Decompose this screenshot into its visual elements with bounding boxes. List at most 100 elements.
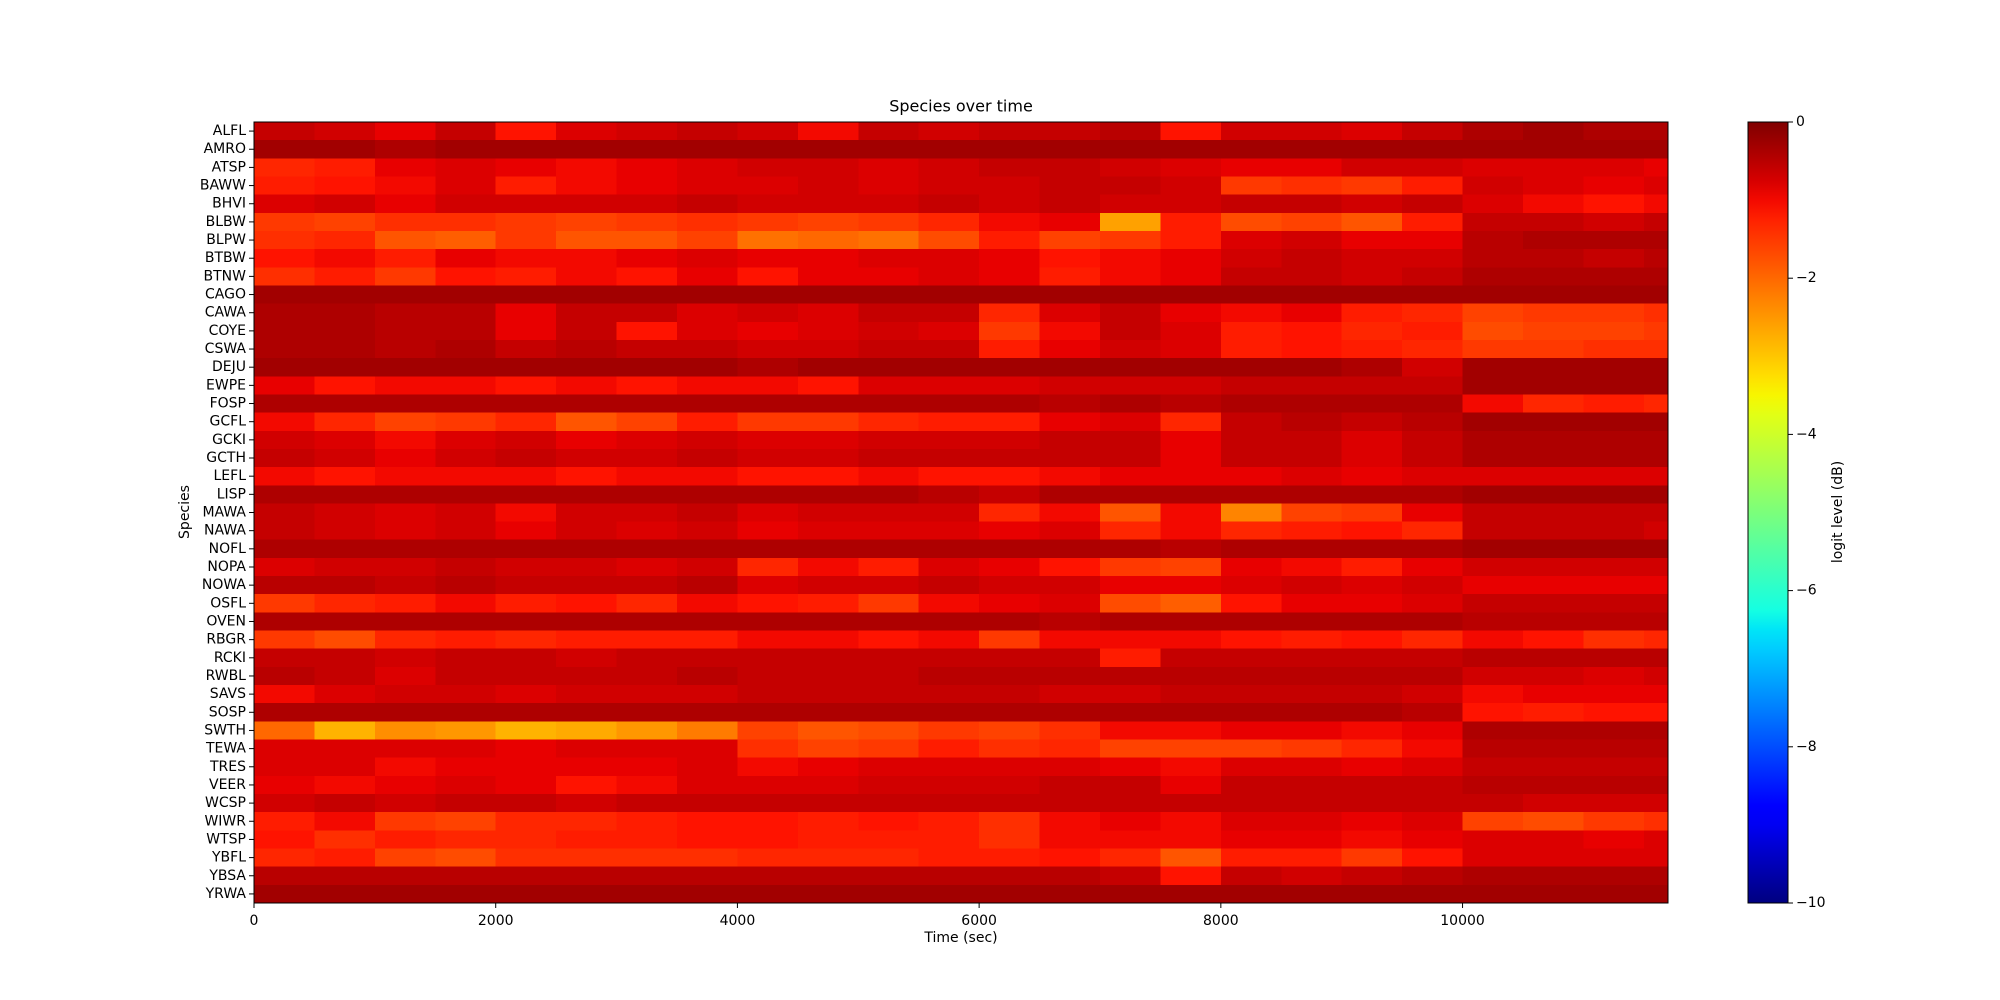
heatmap-cell: [314, 794, 376, 813]
heatmap-cell: [858, 267, 920, 286]
heatmap-cell: [374, 467, 436, 486]
heatmap-cell: [1522, 866, 1584, 886]
heatmap-cell: [1281, 358, 1343, 377]
heatmap-cell: [797, 721, 859, 741]
heatmap-cell: [1341, 648, 1403, 668]
heatmap-cell: [314, 812, 376, 831]
heatmap-cell: [435, 594, 497, 613]
heatmap-cell: [435, 576, 497, 595]
y-tick-label: SWTH: [204, 722, 246, 738]
heatmap-cell: [1583, 666, 1645, 686]
x-tick-label: 0: [250, 913, 259, 929]
heatmap-cell: [1220, 830, 1282, 850]
heatmap-cell: [1341, 557, 1403, 577]
heatmap-cell: [1402, 703, 1464, 722]
heatmap-cell: [1402, 176, 1464, 196]
heatmap-cell: [435, 485, 497, 504]
heatmap-cell: [918, 648, 980, 668]
heatmap-cell: [918, 685, 980, 704]
heatmap-cell: [1281, 212, 1343, 232]
heatmap-cell: [1220, 612, 1282, 632]
heatmap-cell: [1522, 176, 1584, 196]
heatmap-cell: [314, 212, 376, 232]
heatmap-cell: [374, 666, 436, 686]
heatmap-cell: [1402, 612, 1464, 632]
heatmap-cell: [1402, 884, 1464, 904]
heatmap-cell: [435, 358, 497, 377]
heatmap-cell: [1281, 757, 1343, 777]
heatmap-cell: [1220, 122, 1282, 141]
heatmap-cell: [1462, 739, 1524, 759]
heatmap-cell: [858, 230, 920, 250]
heatmap-cell: [1462, 830, 1524, 850]
heatmap-cell: [1341, 775, 1403, 795]
heatmap-cell: [1281, 794, 1343, 813]
heatmap-cell: [1522, 666, 1584, 686]
heatmap-cell: [1039, 140, 1101, 159]
heatmap-cell: [918, 176, 980, 196]
heatmap-cell: [495, 866, 557, 886]
heatmap-cell: [1281, 503, 1343, 523]
heatmap-cell: [1039, 757, 1101, 777]
y-tick-label: DEJU: [212, 359, 246, 375]
heatmap-cell: [1220, 848, 1282, 868]
heatmap-cell: [1341, 230, 1403, 250]
heatmap-cell: [1643, 358, 1669, 377]
heatmap-cell: [1160, 685, 1222, 704]
heatmap-cell: [1281, 412, 1343, 432]
heatmap-cell: [1462, 521, 1524, 541]
y-tick-label: OVEN: [206, 613, 246, 629]
heatmap-cell: [1039, 884, 1101, 904]
heatmap-cell: [495, 557, 557, 577]
heatmap-cell: [979, 194, 1041, 214]
heatmap-cell: [979, 285, 1041, 305]
heatmap-cell: [1462, 303, 1524, 323]
heatmap-cell: [556, 739, 618, 759]
heatmap-cell: [737, 467, 799, 486]
heatmap-cell: [435, 775, 497, 795]
heatmap-cell: [374, 285, 436, 305]
heatmap-cell: [797, 230, 859, 250]
heatmap-cell: [495, 430, 557, 450]
heatmap-cell: [374, 539, 436, 559]
heatmap-cell: [435, 757, 497, 777]
heatmap-cell: [374, 521, 436, 541]
heatmap-cell: [1583, 721, 1645, 741]
heatmap-cell: [1402, 630, 1464, 650]
heatmap-cell: [1583, 485, 1645, 504]
heatmap-cell: [1220, 703, 1282, 722]
heatmap-cell: [616, 848, 678, 868]
heatmap-cell: [918, 448, 980, 468]
heatmap-cell: [556, 866, 618, 886]
heatmap-cell: [1099, 685, 1161, 704]
heatmap-cell: [1281, 685, 1343, 704]
heatmap-cell: [435, 430, 497, 450]
heatmap-cell: [556, 521, 618, 541]
heatmap-cell: [314, 666, 376, 686]
heatmap-cell: [1341, 122, 1403, 141]
heatmap-cell: [676, 757, 738, 777]
heatmap-cell: [254, 376, 315, 395]
y-tick-label: GCFL: [210, 414, 247, 430]
heatmap-cell: [1281, 321, 1343, 341]
heatmap-cell: [1583, 794, 1645, 813]
heatmap-cell: [374, 794, 436, 813]
heatmap-cell: [797, 612, 859, 632]
heatmap-cell: [616, 539, 678, 559]
heatmap-cell: [1462, 721, 1524, 741]
heatmap-cell: [676, 394, 738, 414]
heatmap-cell: [495, 321, 557, 341]
heatmap-cell: [1099, 249, 1161, 268]
heatmap-cell: [737, 612, 799, 632]
heatmap-cell: [918, 212, 980, 232]
heatmap-cell: [1462, 394, 1524, 414]
heatmap-cell: [556, 212, 618, 232]
heatmap-cell: [374, 703, 436, 722]
heatmap-cell: [1099, 194, 1161, 214]
heatmap-cell: [314, 576, 376, 595]
y-tick-label: NOPA: [207, 559, 246, 575]
heatmap-cell: [556, 394, 618, 414]
heatmap-cell: [1220, 521, 1282, 541]
heatmap-cell: [1220, 576, 1282, 595]
heatmap-cell: [676, 576, 738, 595]
